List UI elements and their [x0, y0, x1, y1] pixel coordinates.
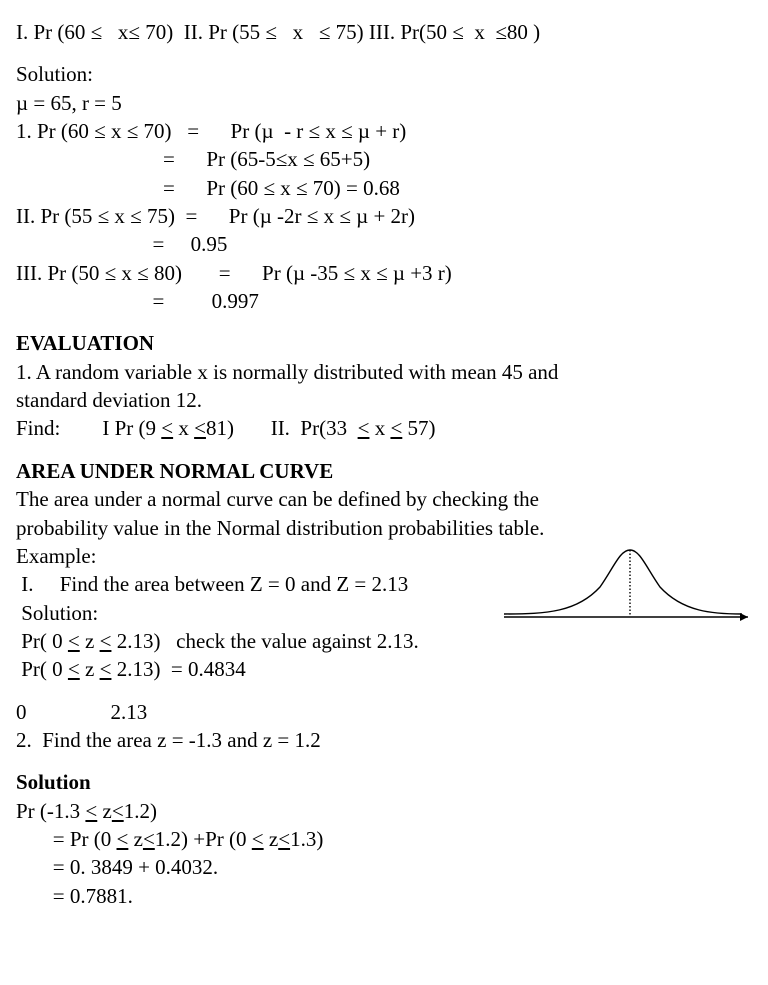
- evaluation-line-1: 1. A random variable x is normally distr…: [16, 358, 752, 386]
- solution-1-line-2: = Pr (65-5≤x ≤ 65+5): [16, 145, 752, 173]
- area-heading: AREA UNDER NORMAL CURVE: [16, 457, 752, 485]
- area-paragraph-line-1: The area under a normal curve can be def…: [16, 485, 752, 513]
- solution-2a-line-3: = 0. 3849 + 0.4032.: [16, 853, 752, 881]
- solution-2a-line-1: Pr (-1.3 < z<1.2): [16, 797, 752, 825]
- solution-2-heading: Solution: [16, 768, 752, 796]
- example-block: Example: I. Find the area between Z = 0 …: [16, 542, 752, 684]
- solution-label: Solution:: [16, 60, 752, 88]
- normal-curve-diagram: [502, 542, 752, 637]
- solution-1-line-3: = Pr (60 ≤ x ≤ 70) = 0.68: [16, 174, 752, 202]
- example-1-line-3: Pr( 0 < z < 2.13) = 0.4834: [16, 655, 752, 683]
- solution-1-line-1: 1. Pr (60 ≤ x ≤ 70) = Pr (µ - r ≤ x ≤ µ …: [16, 117, 752, 145]
- evaluation-line-2: standard deviation 12.: [16, 386, 752, 414]
- solution-2a-line-2: = Pr (0 < z<1.2) +Pr (0 < z<1.3): [16, 825, 752, 853]
- example-2-line-1: 2. Find the area z = -1.3 and z = 1.2: [16, 726, 752, 754]
- evaluation-heading: EVALUATION: [16, 329, 752, 357]
- solution-3-line-2: = 0.997: [16, 287, 752, 315]
- parameters: µ = 65, r = 5: [16, 89, 752, 117]
- problem-statement: I. Pr (60 ≤ x≤ 70) II. Pr (55 ≤ x ≤ 75) …: [16, 18, 752, 46]
- solution-2-line-1: II. Pr (55 ≤ x ≤ 75) = Pr (µ -2r ≤ x ≤ µ…: [16, 202, 752, 230]
- solution-3-line-1: III. Pr (50 ≤ x ≤ 80) = Pr (µ -35 ≤ x ≤ …: [16, 259, 752, 287]
- solution-2a-line-4: = 0.7881.: [16, 882, 752, 910]
- area-paragraph-line-2: probability value in the Normal distribu…: [16, 514, 752, 542]
- solution-2-line-2: = 0.95: [16, 230, 752, 258]
- axis-labels: 0 2.13: [16, 698, 752, 726]
- evaluation-line-3: Find: I Pr (9 < x <81) II. Pr(33 < x < 5…: [16, 414, 752, 442]
